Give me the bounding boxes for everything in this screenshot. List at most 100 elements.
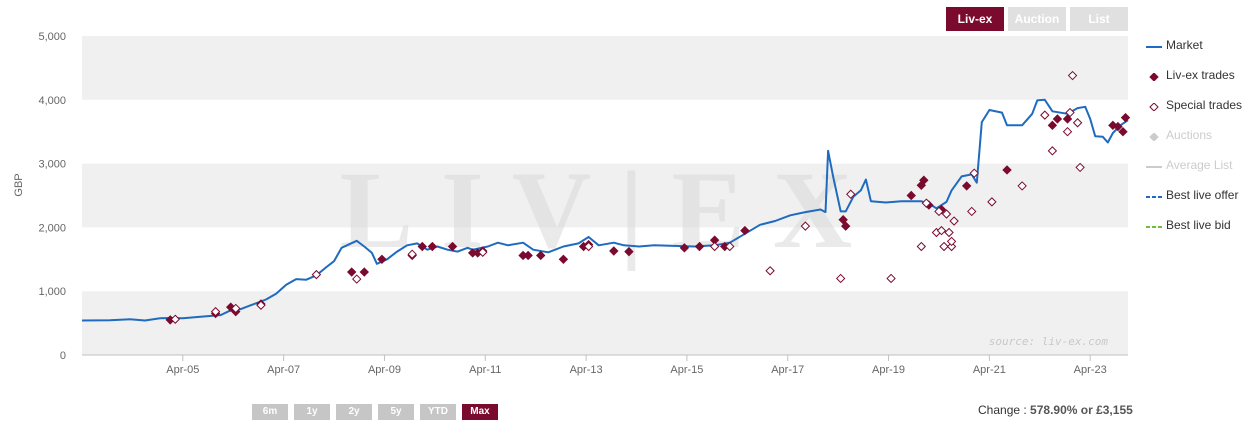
special-trade-point [941, 209, 952, 219]
special-trade-point [231, 303, 241, 314]
x-tick-label: Apr-17 [771, 364, 804, 376]
x-axis: Apr-05 Apr-07 Apr-09 Apr-11 Apr-13 Apr-15 Apr-… [166, 355, 1107, 376]
liv-ex-watermark: LIV|EX [340, 149, 881, 271]
x-tick-label: Apr-09 [368, 364, 401, 376]
change-label: Change : [978, 403, 1027, 417]
liv-ex-trade-point [1113, 121, 1123, 132]
legend-symbol-icon [1149, 103, 1159, 111]
range-button-1y[interactable]: 1y [294, 404, 330, 420]
special-trade-point [210, 306, 221, 317]
watermark-logo: LIV|EX [340, 149, 881, 271]
tab-list[interactable]: List [1070, 7, 1128, 31]
liv-ex-trade-point [377, 254, 387, 265]
plot-band [82, 36, 1128, 100]
legend-item-best-live-offer[interactable]: Best live offer [1146, 186, 1256, 216]
liv-ex-trade-point [740, 225, 750, 236]
range-button-max[interactable]: Max [462, 404, 498, 420]
x-tick-label: Apr-13 [570, 364, 603, 376]
legend-label: Liv-ex trades [1166, 68, 1235, 82]
special-trade-point [921, 198, 932, 208]
liv-ex-trade-point [417, 241, 427, 252]
legend-symbol-icon [1149, 133, 1159, 141]
special-trade-point [835, 273, 846, 284]
liv-ex-trade-point [1108, 120, 1118, 131]
plot-band [82, 99, 1128, 164]
legend-label: Market [1166, 38, 1203, 52]
special-trade-point [944, 227, 954, 238]
liv-ex-trade-point [1062, 114, 1073, 124]
legend-item-special-trades[interactable]: Special trades [1146, 96, 1256, 126]
range-button-6m[interactable]: 6m [252, 404, 288, 420]
tab-liv-ex[interactable]: Liv-ex [946, 7, 1004, 31]
legend-label: Best live offer [1166, 188, 1239, 202]
liv-ex-trade-point [536, 250, 546, 261]
market-line [81, 98, 1129, 322]
special-trade-point [939, 241, 949, 252]
special-trade-point [583, 241, 594, 252]
special-trade-point [1017, 181, 1027, 191]
range-button-ytd[interactable]: YTD [420, 404, 456, 420]
liv-ex-trade-point [624, 246, 634, 257]
special-trade-point [969, 168, 979, 178]
special-trade-point [916, 241, 927, 252]
watermark-source: source: liv-ex.com [989, 335, 1109, 348]
liv-ex-trade-point [1052, 114, 1063, 124]
y-tick-label: 4,000 [38, 95, 66, 107]
liv-ex-trade-point [840, 221, 851, 231]
change-value: 578.90% or £3,155 [1030, 403, 1133, 417]
special-trade-point [1075, 162, 1085, 173]
tab-auction[interactable]: Auction [1008, 7, 1066, 31]
legend-symbol-icon [1146, 46, 1162, 48]
legend-diamond-icon [1149, 73, 1159, 81]
special-trade-point [1040, 110, 1050, 120]
legend-item-auctions[interactable]: Auctions [1146, 126, 1256, 156]
legend-item-best-live-bid[interactable]: Best live bid [1146, 216, 1256, 246]
legend-item-market[interactable]: Market [1146, 36, 1256, 66]
legend-diamond-icon [1149, 103, 1159, 111]
special-trade-point [886, 273, 896, 284]
liv-ex-trade-point [906, 190, 916, 201]
liv-ex-trade-point [558, 254, 569, 265]
special-trade-point [1047, 146, 1058, 156]
special-trade-point [987, 197, 997, 207]
liv-ex-trade-point [523, 250, 533, 261]
liv-ex-trade-point [694, 241, 705, 252]
legend-label: Average List [1166, 158, 1233, 172]
special-trade-point [800, 221, 811, 231]
special-trade-point [946, 241, 957, 252]
special-trade-point [709, 241, 720, 252]
legend-label: Best live bid [1166, 218, 1231, 232]
special-trade-point [846, 189, 856, 199]
y-axis: 0 1,000 2,000 3,000 4,000 5,000 [38, 31, 66, 362]
special-trade-point [949, 216, 959, 226]
legend-symbol-icon [1146, 166, 1162, 168]
x-tick-label: Apr-15 [670, 364, 703, 376]
special-trade-point [1065, 107, 1075, 118]
special-trade-point [256, 300, 266, 310]
chart-legend: Market Liv-ex trades Special trades Auction… [1146, 36, 1256, 246]
x-tick-label: Apr-05 [166, 364, 199, 376]
special-trade-point [936, 225, 947, 236]
legend-item-liv-ex-trades[interactable]: Liv-ex trades [1146, 66, 1256, 96]
legend-symbol-icon [1146, 226, 1162, 228]
liv-ex-trade-point [1120, 112, 1131, 123]
y-tick-label: 1,000 [38, 286, 66, 298]
special-trade-point [311, 269, 322, 280]
special-trade-point [1072, 118, 1083, 128]
legend-label: Auctions [1166, 128, 1213, 142]
data-series [81, 70, 1131, 325]
special-trade-point [170, 314, 180, 324]
liv-ex-trade-point [346, 267, 357, 277]
y-axis-label: GBP [13, 173, 25, 196]
special-trade-point [352, 274, 362, 284]
liv-ex-trade-point [447, 241, 458, 252]
liv-ex-trade-point [359, 267, 370, 277]
range-button-5y[interactable]: 5y [378, 404, 414, 420]
plot-background [82, 36, 1128, 356]
x-tick-label: Apr-21 [973, 364, 1006, 376]
range-button-2y[interactable]: 2y [336, 404, 372, 420]
special-trade-point [725, 241, 735, 252]
y-tick-label: 3,000 [38, 159, 66, 171]
legend-item-average-list[interactable]: Average List [1146, 156, 1256, 186]
